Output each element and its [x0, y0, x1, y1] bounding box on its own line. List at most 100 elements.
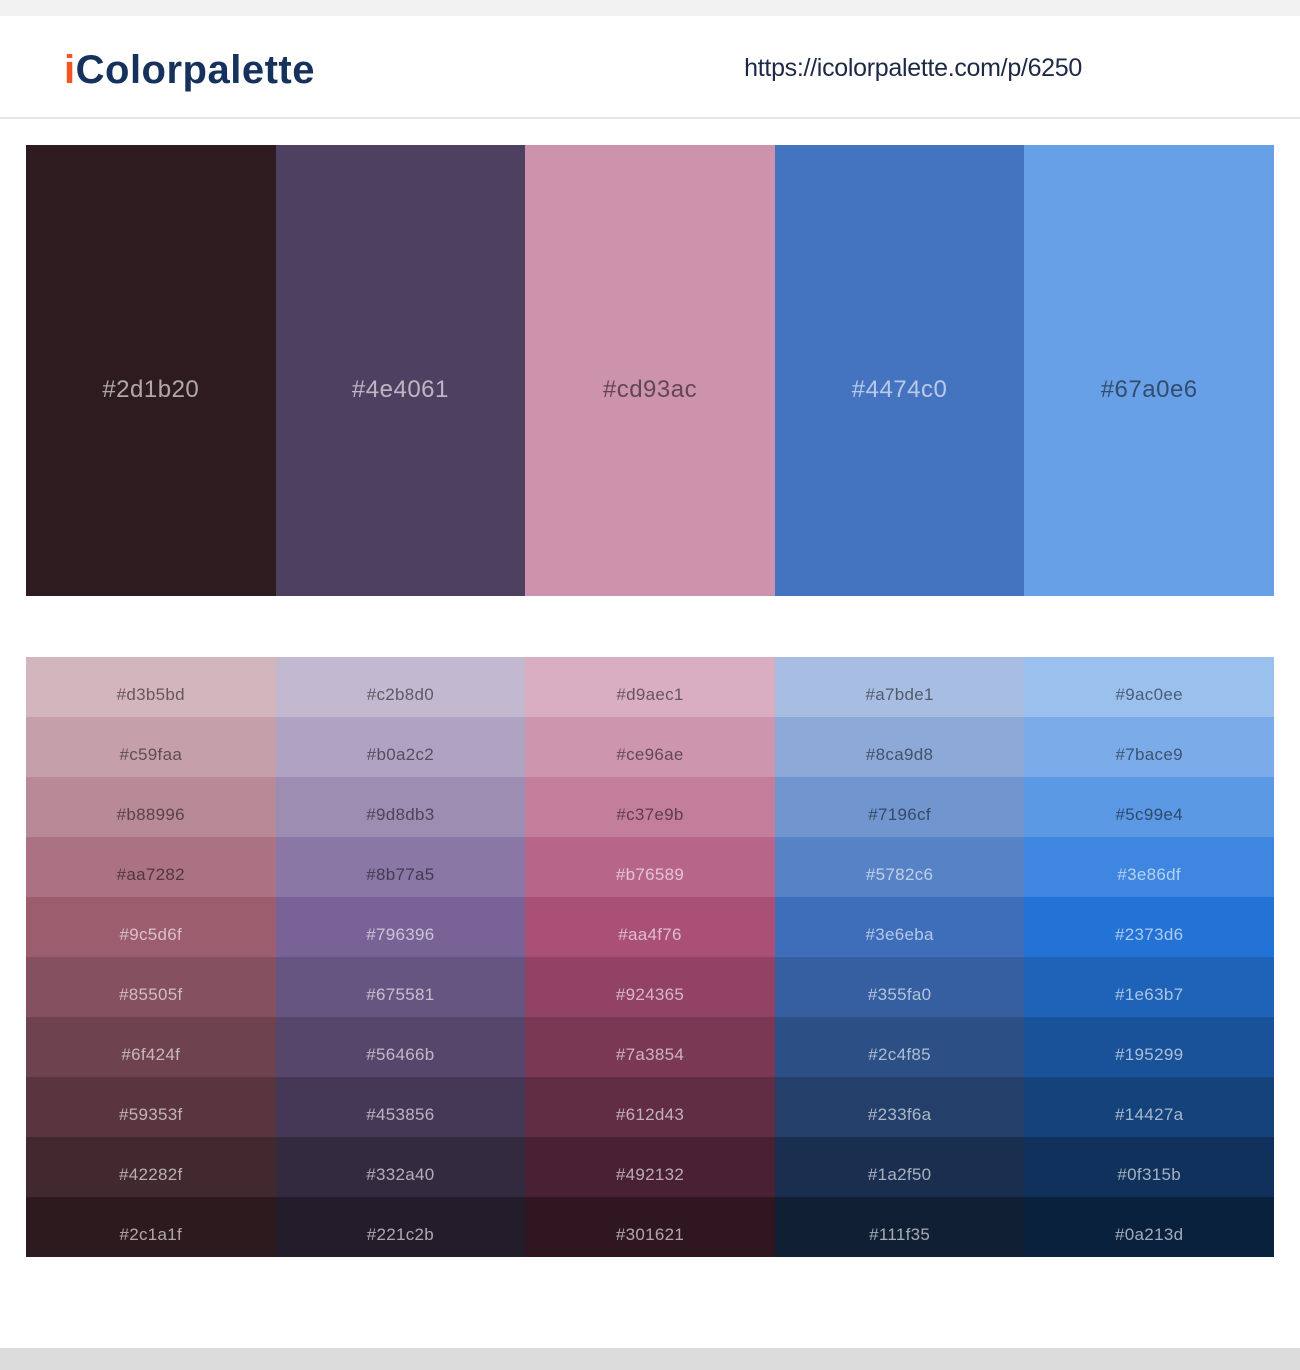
main-content: #2d1b20 #4e4061 #cd93ac #4474c0 #67a0e6 #d3b… [0, 145, 1300, 1257]
palette-swatch-label: #cd93ac [602, 375, 698, 403]
shade-cell-label: #14427a [1115, 1105, 1184, 1124]
shade-cell[interactable]: #2c1a1f [26, 1197, 276, 1257]
palette-swatch-label: #2d1b20 [102, 375, 200, 403]
shade-cell-label: #b76589 [615, 865, 685, 884]
shade-cell[interactable]: #c59faa [26, 717, 276, 777]
shade-cell[interactable]: #b0a2c2 [275, 717, 526, 777]
shade-cell[interactable]: #56466b [275, 1017, 526, 1077]
shade-cell[interactable]: #195299 [1024, 1017, 1274, 1077]
shade-cell[interactable]: #924365 [525, 957, 775, 1017]
palette-swatch-label: #4474c0 [851, 375, 948, 403]
shade-cell[interactable]: #111f35 [774, 1197, 1025, 1257]
top-strip [0, 0, 1300, 16]
shade-cell[interactable]: #59353f [26, 1077, 276, 1137]
shade-cell[interactable]: #3e6eba [774, 897, 1025, 957]
shade-cell[interactable]: #453856 [275, 1077, 526, 1137]
shade-cell-label: #453856 [366, 1105, 435, 1124]
shade-cell-label: #7bace9 [1115, 745, 1183, 764]
shade-cell[interactable]: #233f6a [774, 1077, 1025, 1137]
shade-cell-label: #d9aec1 [616, 685, 684, 704]
shade-cell-label: #b88996 [116, 805, 185, 824]
shade-cell[interactable]: #aa7282 [26, 837, 276, 897]
palette-swatch[interactable]: #cd93ac [525, 145, 775, 596]
shade-cell[interactable]: #7196cf [774, 777, 1025, 837]
shade-cell-label: #8b77a5 [366, 865, 435, 884]
shade-cell[interactable]: #d3b5bd [26, 657, 276, 717]
shade-cell-label: #355fa0 [867, 985, 932, 1004]
shade-cell[interactable]: #b88996 [26, 777, 276, 837]
shade-cell-label: #a7bde1 [865, 685, 934, 704]
shade-cell[interactable]: #0a213d [1024, 1197, 1274, 1257]
shade-cell-label: #492132 [615, 1165, 685, 1184]
shade-cell-label: #9ac0ee [1115, 685, 1183, 704]
shade-cell[interactable]: #9d8db3 [275, 777, 526, 837]
shade-cell[interactable]: #b76589 [525, 837, 775, 897]
site-logo[interactable]: iColorpalette [64, 40, 315, 93]
shade-cell-label: #2c4f85 [868, 1045, 931, 1064]
shade-cell[interactable]: #332a40 [275, 1137, 526, 1197]
shade-cell[interactable]: #2c4f85 [774, 1017, 1025, 1077]
shade-cell-label: #b0a2c2 [366, 745, 435, 764]
shade-cell[interactable]: #7a3854 [525, 1017, 775, 1077]
logo-prefix: i [64, 48, 76, 92]
shade-cell[interactable]: #8ca9d8 [774, 717, 1025, 777]
shade-cell-label: #233f6a [867, 1105, 932, 1124]
shade-cell[interactable]: #c37e9b [525, 777, 775, 837]
page-url[interactable]: https://icolorpalette.com/p/6250 [744, 54, 1082, 82]
shade-cell[interactable]: #675581 [275, 957, 526, 1017]
shade-cell[interactable]: #42282f [26, 1137, 276, 1197]
shade-cell-label: #332a40 [366, 1165, 435, 1184]
shade-cell-label: #9c5d6f [119, 925, 183, 944]
shade-cell[interactable]: #301621 [525, 1197, 775, 1257]
shade-cell[interactable]: #355fa0 [774, 957, 1025, 1017]
shade-cell-label: #0f315b [1117, 1165, 1181, 1184]
shade-cell[interactable]: #2373d6 [1024, 897, 1274, 957]
shade-cell-label: #aa4f76 [618, 925, 682, 944]
shade-cell[interactable]: #612d43 [525, 1077, 775, 1137]
palette-swatch[interactable]: #2d1b20 [26, 145, 276, 596]
shade-cell[interactable]: #6f424f [26, 1017, 276, 1077]
palette-swatch[interactable]: #67a0e6 [1024, 145, 1274, 596]
shade-cell[interactable]: #5c99e4 [1024, 777, 1274, 837]
shade-cell[interactable]: #5782c6 [774, 837, 1025, 897]
shade-cell-label: #612d43 [615, 1105, 685, 1124]
shade-cell[interactable]: #d9aec1 [525, 657, 775, 717]
shade-cell[interactable]: #aa4f76 [525, 897, 775, 957]
shade-cell-label: #56466b [366, 1045, 435, 1064]
palette-swatch[interactable]: #4474c0 [774, 145, 1025, 596]
shade-cell[interactable]: #9ac0ee [1024, 657, 1274, 717]
shade-cell-label: #85505f [119, 985, 183, 1004]
shade-cell-label: #ce96ae [616, 745, 684, 764]
shade-grid: #d3b5bd #c2b8d0 #d9aec1 #a7bde1 #9ac0ee #c59f… [26, 657, 1274, 1257]
shade-cell-label: #796396 [366, 925, 435, 944]
shade-cell[interactable]: #ce96ae [525, 717, 775, 777]
shade-cell[interactable]: #1a2f50 [774, 1137, 1025, 1197]
shade-cell-label: #5c99e4 [1115, 805, 1183, 824]
shade-cell[interactable]: #14427a [1024, 1077, 1274, 1137]
shade-cell[interactable]: #85505f [26, 957, 276, 1017]
shade-cell[interactable]: #8b77a5 [275, 837, 526, 897]
shade-cell-label: #c37e9b [616, 805, 684, 824]
shade-cell[interactable]: #a7bde1 [774, 657, 1025, 717]
bottom-strip [0, 1348, 1300, 1370]
shade-cell-label: #5782c6 [865, 865, 934, 884]
shade-cell[interactable]: #221c2b [275, 1197, 526, 1257]
shade-cell[interactable]: #1e63b7 [1024, 957, 1274, 1017]
shade-cell-label: #9d8db3 [366, 805, 435, 824]
shade-cell[interactable]: #9c5d6f [26, 897, 276, 957]
shade-cell[interactable]: #3e86df [1024, 837, 1274, 897]
shade-cell-label: #675581 [366, 985, 435, 1004]
shade-cell[interactable]: #c2b8d0 [275, 657, 526, 717]
shade-cell-label: #195299 [1115, 1045, 1184, 1064]
logo-rest: Colorpalette [75, 48, 315, 92]
shade-cell[interactable]: #492132 [525, 1137, 775, 1197]
palette-swatch[interactable]: #4e4061 [275, 145, 526, 596]
shade-cell-label: #221c2b [366, 1225, 435, 1244]
shade-cell[interactable]: #7bace9 [1024, 717, 1274, 777]
shade-cell[interactable]: #0f315b [1024, 1137, 1274, 1197]
shade-cell-label: #59353f [119, 1105, 183, 1124]
shade-cell-label: #1e63b7 [1115, 985, 1184, 1004]
shade-cell[interactable]: #796396 [275, 897, 526, 957]
shade-cell-label: #7a3854 [615, 1045, 685, 1064]
